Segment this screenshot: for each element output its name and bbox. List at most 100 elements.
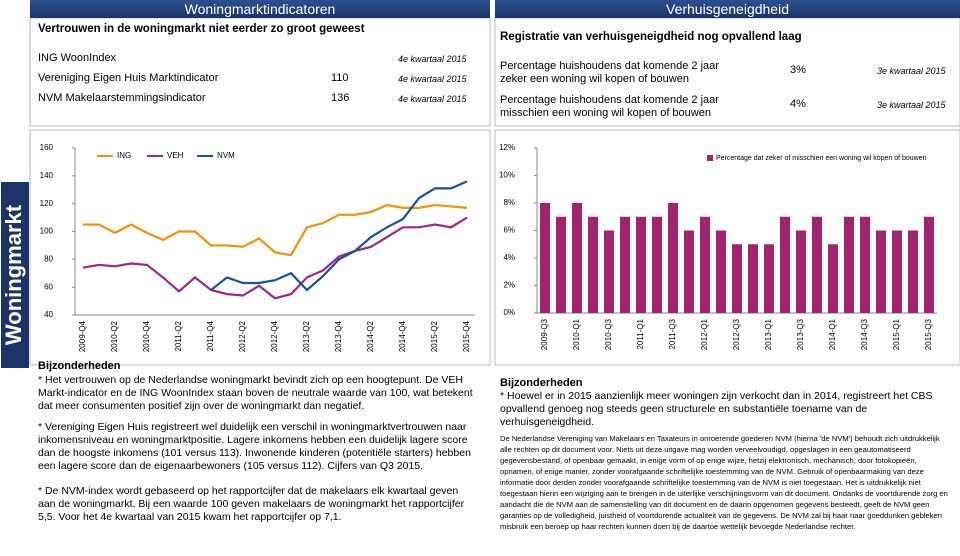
bar bbox=[652, 216, 662, 313]
bar bbox=[732, 244, 742, 313]
x-tick-label: 2015-Q3 bbox=[924, 318, 933, 350]
indicator-value: 110 bbox=[331, 72, 349, 84]
right-header: Verhuisgeneigdheid bbox=[495, 0, 960, 18]
y-tick-label: 0% bbox=[503, 308, 515, 317]
x-tick-label: 2013-Q4 bbox=[334, 320, 343, 352]
left-header: Woningmarktindicatoren bbox=[30, 0, 490, 18]
x-tick-label: 2015-Q4 bbox=[462, 320, 471, 352]
legend-label: VEH bbox=[167, 151, 184, 160]
bar bbox=[620, 216, 630, 313]
y-tick-label: 80 bbox=[44, 254, 53, 263]
bar bbox=[604, 230, 614, 313]
y-tick-label: 120 bbox=[40, 199, 54, 208]
y-tick-label: 8% bbox=[503, 198, 515, 207]
y-tick-label: 60 bbox=[44, 282, 53, 291]
x-tick-label: 2014-Q4 bbox=[398, 320, 407, 352]
row-period: 3e kwartaal 2015 bbox=[877, 100, 946, 110]
note: * De NVM-index wordt gebaseerd op het ra… bbox=[38, 485, 465, 523]
line-series bbox=[210, 180, 468, 292]
bar bbox=[812, 216, 822, 313]
x-tick-label: 2014-Q1 bbox=[828, 318, 837, 350]
bar bbox=[796, 230, 806, 313]
left-subtitle: Vertrouwen in de woningmarkt niet eerder… bbox=[38, 23, 365, 35]
panel-border bbox=[29, 129, 491, 366]
x-tick-label: 2010-Q2 bbox=[110, 320, 119, 352]
bar bbox=[684, 230, 694, 313]
x-tick-label: 2010-Q3 bbox=[604, 318, 613, 350]
line-series bbox=[83, 203, 468, 257]
notes-title: Bijzonderheden bbox=[500, 377, 583, 389]
legend-swatch bbox=[707, 155, 713, 161]
y-tick-label: 160 bbox=[40, 143, 54, 152]
row-text: Percentage huishoudens dat komende 2 jaa… bbox=[500, 94, 719, 119]
x-tick-label: 2012-Q4 bbox=[270, 320, 279, 352]
bar bbox=[780, 216, 790, 313]
bar bbox=[572, 203, 582, 313]
x-tick-label: 2009-Q4 bbox=[78, 320, 87, 352]
x-tick-label: 2013-Q2 bbox=[302, 320, 311, 352]
side-bar bbox=[1, 182, 29, 368]
panel-border bbox=[494, 129, 960, 366]
indicator-name: NVM Makelaarstemmingsindicator bbox=[38, 92, 206, 104]
bar bbox=[844, 216, 854, 313]
bar bbox=[588, 216, 598, 313]
row-value: 4% bbox=[790, 98, 806, 110]
note: * Vereniging Eigen Huis registreert wel … bbox=[38, 421, 471, 472]
row-value: 3% bbox=[790, 64, 806, 76]
x-tick-label: 2012-Q1 bbox=[700, 318, 709, 350]
indicator-name: ING WoonIndex bbox=[38, 52, 117, 64]
note: * Hoewel er in 2015 aanzienlijk meer won… bbox=[500, 390, 933, 428]
disclaimer: De Nederlandse Vereniging van Makelaars … bbox=[500, 434, 948, 531]
bar bbox=[860, 216, 870, 313]
bar bbox=[668, 203, 678, 313]
x-tick-label: 2014-Q2 bbox=[366, 320, 375, 352]
y-tick-label: 4% bbox=[503, 253, 515, 262]
bar bbox=[700, 216, 710, 313]
panel-border bbox=[494, 17, 960, 127]
bar bbox=[636, 216, 646, 313]
x-tick-label: 2011-Q2 bbox=[174, 320, 183, 351]
row-text: Percentage huishoudens dat komende 2 jaa… bbox=[500, 60, 719, 85]
y-tick-label: 140 bbox=[40, 171, 54, 180]
y-tick-label: 100 bbox=[40, 227, 54, 236]
bar bbox=[892, 230, 902, 313]
bar bbox=[540, 203, 550, 313]
x-tick-label: 2015-Q1 bbox=[892, 318, 901, 350]
indicator-name: Vereniging Eigen Huis Marktindicator bbox=[38, 72, 219, 84]
legend-label: Percentage dat zeker of misschien een wo… bbox=[716, 155, 927, 162]
y-tick-label: 12% bbox=[499, 143, 515, 152]
x-tick-label: 2013-Q3 bbox=[796, 318, 805, 350]
y-tick-label: 10% bbox=[499, 171, 515, 180]
x-tick-label: 2013-Q1 bbox=[764, 318, 773, 350]
y-tick-label: 6% bbox=[503, 226, 515, 235]
x-tick-label: 2010-Q4 bbox=[142, 320, 151, 352]
bar bbox=[748, 244, 758, 313]
x-tick-label: 2015-Q2 bbox=[430, 320, 439, 352]
x-tick-label: 2011-Q4 bbox=[206, 320, 215, 351]
indicator-period: 4e kwartaal 2015 bbox=[398, 94, 467, 104]
legend-label: NVM bbox=[217, 151, 235, 160]
x-tick-label: 2010-Q1 bbox=[572, 318, 581, 350]
note: * Het vertrouwen op de Nederlandse wonin… bbox=[38, 374, 473, 412]
notes-title: Bijzonderheden bbox=[38, 360, 121, 372]
x-tick-label: 2012-Q3 bbox=[732, 318, 741, 350]
side-label: Woningmarkt bbox=[1, 204, 26, 345]
bar bbox=[908, 230, 918, 313]
x-tick-label: 2014-Q3 bbox=[860, 318, 869, 350]
bar bbox=[716, 230, 726, 313]
x-tick-label: 2011-Q3 bbox=[668, 318, 677, 349]
panel-border bbox=[29, 17, 491, 127]
bar bbox=[828, 244, 838, 313]
indicator-period: 4e kwartaal 2015 bbox=[398, 54, 467, 64]
legend-label: ING bbox=[117, 151, 131, 160]
line-series bbox=[82, 216, 468, 300]
bar bbox=[556, 216, 566, 313]
x-tick-label: 2012-Q2 bbox=[238, 320, 247, 352]
indicator-period: 4e kwartaal 2015 bbox=[398, 74, 467, 84]
y-tick-label: 40 bbox=[44, 310, 53, 319]
x-tick-label: 2009-Q3 bbox=[540, 318, 549, 350]
row-period: 3e kwartaal 2015 bbox=[877, 66, 946, 76]
bar bbox=[924, 216, 934, 313]
